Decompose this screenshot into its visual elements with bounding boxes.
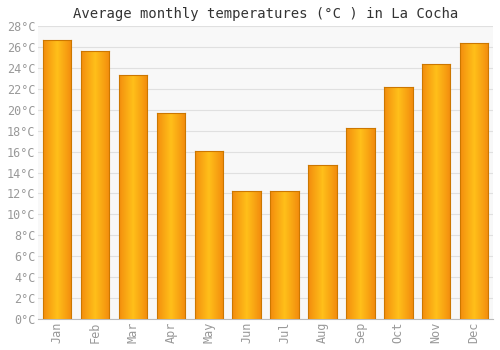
Title: Average monthly temperatures (°C ) in La Cocha: Average monthly temperatures (°C ) in La… [73, 7, 458, 21]
